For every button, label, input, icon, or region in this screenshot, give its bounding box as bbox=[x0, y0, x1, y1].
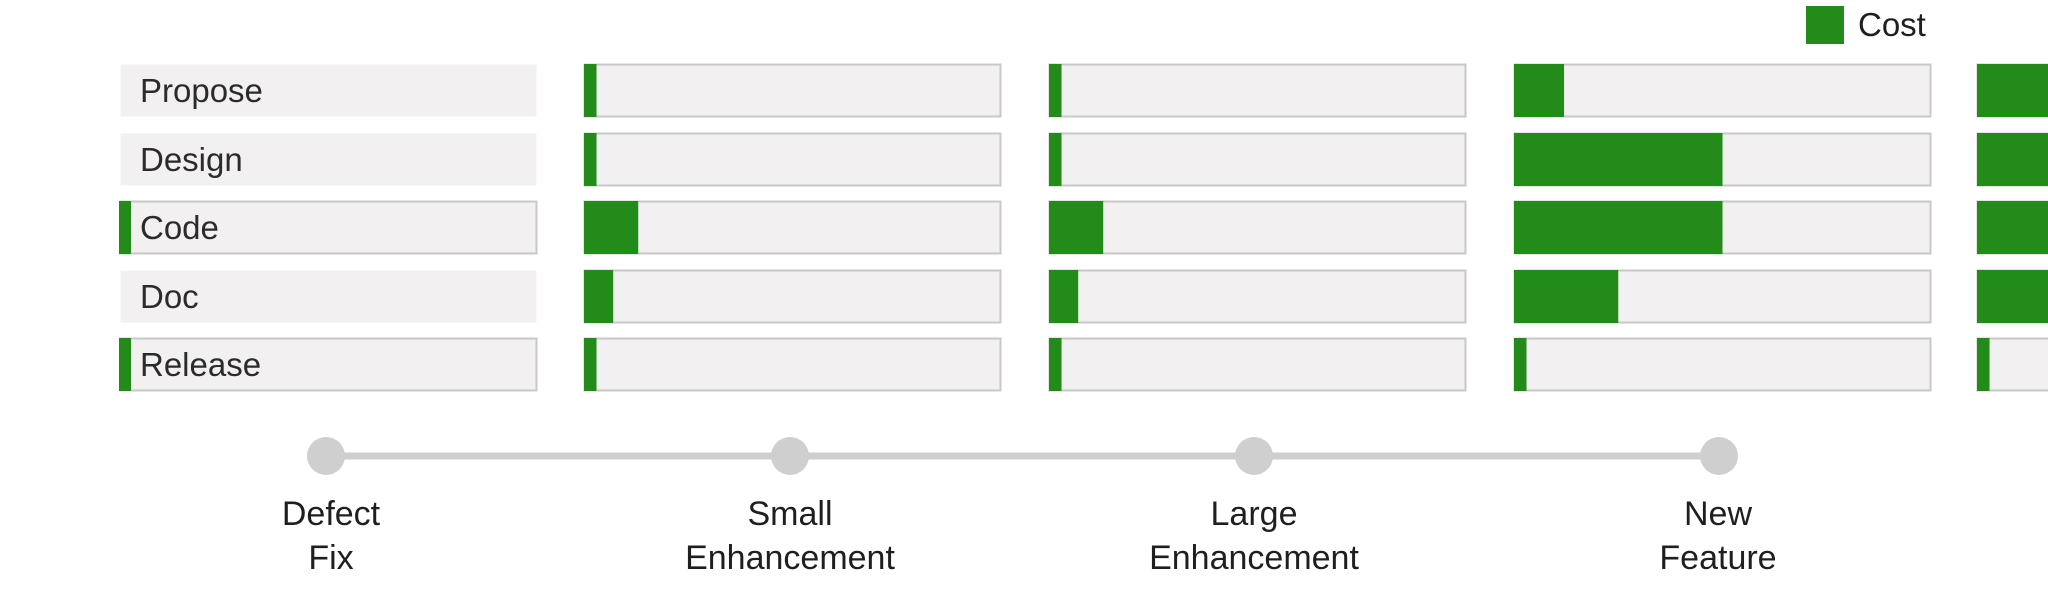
stage-row-design: Design bbox=[120, 133, 537, 186]
bar-track bbox=[1048, 132, 1467, 187]
bar-design bbox=[1049, 133, 1062, 186]
bar-doc bbox=[1977, 270, 2048, 323]
category-label: Fix bbox=[308, 539, 353, 577]
category-label: Large bbox=[1211, 495, 1298, 533]
stage-row-doc: Doc bbox=[120, 270, 537, 323]
panel-defect-fix bbox=[583, 63, 1002, 392]
bar-track bbox=[1048, 200, 1467, 255]
category-label: New bbox=[1684, 495, 1752, 533]
bar-code bbox=[1977, 201, 2048, 254]
bar-code bbox=[584, 201, 639, 254]
panel-small-enhancement bbox=[1048, 63, 1467, 392]
stage-marker bbox=[119, 201, 131, 254]
category-label: Small bbox=[747, 495, 832, 533]
stage-label: Design bbox=[140, 141, 243, 178]
bar-design bbox=[1977, 133, 2048, 186]
bar-release bbox=[1977, 338, 1990, 391]
category-label: Enhancement bbox=[685, 539, 895, 577]
bar-track bbox=[583, 200, 1002, 255]
stage-row-release: Release bbox=[119, 337, 538, 392]
legend: Cost bbox=[1806, 6, 1926, 44]
legend-swatch-cost bbox=[1806, 6, 1844, 44]
bar-track bbox=[1513, 337, 1932, 392]
bar-code bbox=[1514, 201, 1723, 254]
bar-track bbox=[583, 132, 1002, 187]
bar-track bbox=[583, 63, 1002, 118]
panel-new-feature bbox=[1976, 63, 2048, 392]
bar-propose bbox=[1514, 64, 1565, 117]
stage-box bbox=[120, 133, 537, 186]
stage-box bbox=[120, 64, 537, 117]
stage-row-propose: Propose bbox=[120, 64, 537, 117]
bar-release bbox=[584, 338, 597, 391]
stage-marker bbox=[119, 338, 131, 391]
bar-design bbox=[584, 133, 597, 186]
timeline-dot bbox=[307, 437, 345, 475]
timeline-dot bbox=[771, 437, 809, 475]
bar-doc bbox=[1049, 270, 1079, 323]
category-label: Enhancement bbox=[1149, 539, 1359, 577]
stage-row-code: Code bbox=[119, 200, 538, 255]
stage-labels: Propose Design Code Doc Release bbox=[119, 64, 538, 392]
timeline: Defect Fix Small Enhancement Large Enhancemen… bbox=[282, 437, 1777, 577]
category-label: Feature bbox=[1659, 539, 1776, 577]
legend-label-cost: Cost bbox=[1858, 6, 1926, 43]
bar-track bbox=[583, 269, 1002, 324]
timeline-dot bbox=[1235, 437, 1273, 475]
stage-label: Release bbox=[140, 346, 261, 383]
bar-track bbox=[1048, 63, 1467, 118]
stage-box bbox=[119, 200, 538, 255]
panel-large-enhancement bbox=[1513, 63, 1932, 392]
stage-label: Propose bbox=[140, 72, 263, 109]
stage-label: Doc bbox=[140, 278, 199, 315]
bar-track bbox=[1048, 337, 1467, 392]
bar-design bbox=[1514, 133, 1723, 186]
bar-doc bbox=[1514, 270, 1619, 323]
bar-code bbox=[1049, 201, 1104, 254]
bar-propose bbox=[1977, 64, 2048, 117]
bar-track bbox=[583, 337, 1002, 392]
bar-propose bbox=[584, 64, 597, 117]
bar-track bbox=[1048, 269, 1467, 324]
bar-release bbox=[1514, 338, 1527, 391]
timeline-dot bbox=[1700, 437, 1738, 475]
bars bbox=[583, 63, 2048, 392]
stage-box bbox=[120, 270, 537, 323]
category-label: Defect bbox=[282, 495, 381, 533]
bar-propose bbox=[1049, 64, 1062, 117]
bar-track bbox=[1513, 63, 1932, 118]
bar-release bbox=[1049, 338, 1062, 391]
stage-label: Code bbox=[140, 209, 219, 246]
bar-doc bbox=[584, 270, 614, 323]
